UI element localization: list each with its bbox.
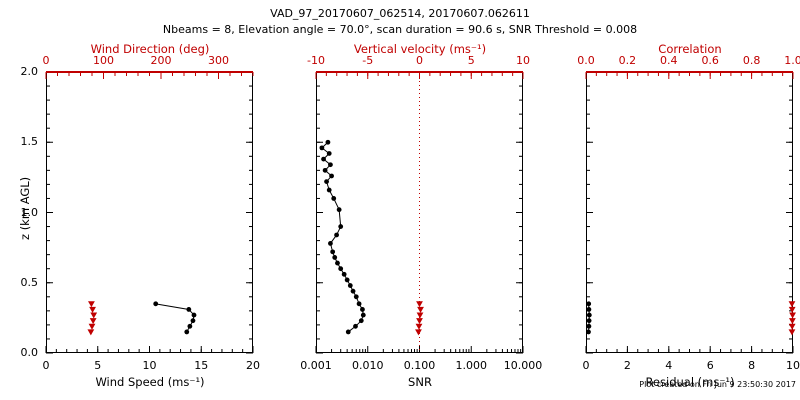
plot-created-text: Plot created on Fri Jun 9 23:50:30 2017 xyxy=(639,380,796,389)
panel1-bottom-tick: 20 xyxy=(246,359,260,372)
panel2-top-tick: 5 xyxy=(467,54,475,67)
panel2-bottom-tick: 1.000 xyxy=(455,359,488,372)
panel2-bottom-tick: 0.010 xyxy=(352,359,384,372)
panel3-top-tick: 1.0 xyxy=(784,54,800,67)
panel1-bottom-tick: 0 xyxy=(42,359,50,372)
panel3-top-tick: 0.2 xyxy=(618,54,637,67)
y-tick-label: 1.5 xyxy=(20,135,39,149)
panel2-top-tick: 10 xyxy=(516,54,530,67)
panel2-top-tick: 0 xyxy=(416,54,423,67)
y-tick-label: 2.0 xyxy=(20,65,39,78)
panel2-bottom-axis-label: SNR xyxy=(408,375,432,389)
panel3-bottom-tick: 0 xyxy=(582,359,590,372)
y-tick-label: 0.5 xyxy=(20,275,39,289)
panel2-bottom-tick: 0.100 xyxy=(403,359,436,372)
panel1-top-tick: 200 xyxy=(150,54,172,67)
y-tick-label: 0.0 xyxy=(20,346,39,359)
panel3-bottom-axis-label: Residual (ms⁻¹) xyxy=(645,375,735,389)
panel1-top-axis-label: Wind Direction (deg) xyxy=(90,42,210,56)
panel3-top-tick: 0.8 xyxy=(742,54,761,67)
figure-title: VAD_97_20170607_062514, 20170607.062611 xyxy=(270,7,530,20)
panel1-bottom-tick: 10 xyxy=(142,359,157,372)
panel3-top-axis-label: Correlation xyxy=(658,42,722,56)
panel2-top-axis-label: Vertical velocity (ms⁻¹) xyxy=(353,42,487,56)
panel1-bottom-tick: 5 xyxy=(94,359,102,372)
panel3-bottom-tick: 8 xyxy=(748,359,756,372)
panel1-top-tick: 0 xyxy=(42,54,50,67)
panel2-top-tick: -10 xyxy=(307,54,325,67)
panel3-top-tick: 0.4 xyxy=(660,54,678,67)
panel3-bottom-tick: 10 xyxy=(786,359,800,372)
panel2-top-tick: -5 xyxy=(362,54,374,67)
panel1-bottom-axis-label: Wind Speed (ms⁻¹) xyxy=(95,375,205,389)
panel1-top-tick: 100 xyxy=(93,54,114,67)
y-tick-label: 1.0 xyxy=(20,205,39,219)
panel3-bottom-tick: 6 xyxy=(706,359,714,372)
figure-subtitle: Nbeams = 8, Elevation angle = 70.0°, sca… xyxy=(162,23,638,36)
panel3-top-tick: 0.0 xyxy=(577,54,595,67)
panel1-top-tick: 300 xyxy=(208,54,229,67)
panel2-bottom-tick: 10.000 xyxy=(503,359,543,372)
panel3-bottom-tick: 4 xyxy=(665,359,673,372)
panel3-bottom-tick: 2 xyxy=(623,359,631,372)
panel3-top-tick: 0.6 xyxy=(701,54,719,67)
panel-wind xyxy=(46,72,253,353)
panel2-bottom-tick: 0.001 xyxy=(300,359,332,372)
panel1-bottom-tick: 15 xyxy=(194,359,209,372)
